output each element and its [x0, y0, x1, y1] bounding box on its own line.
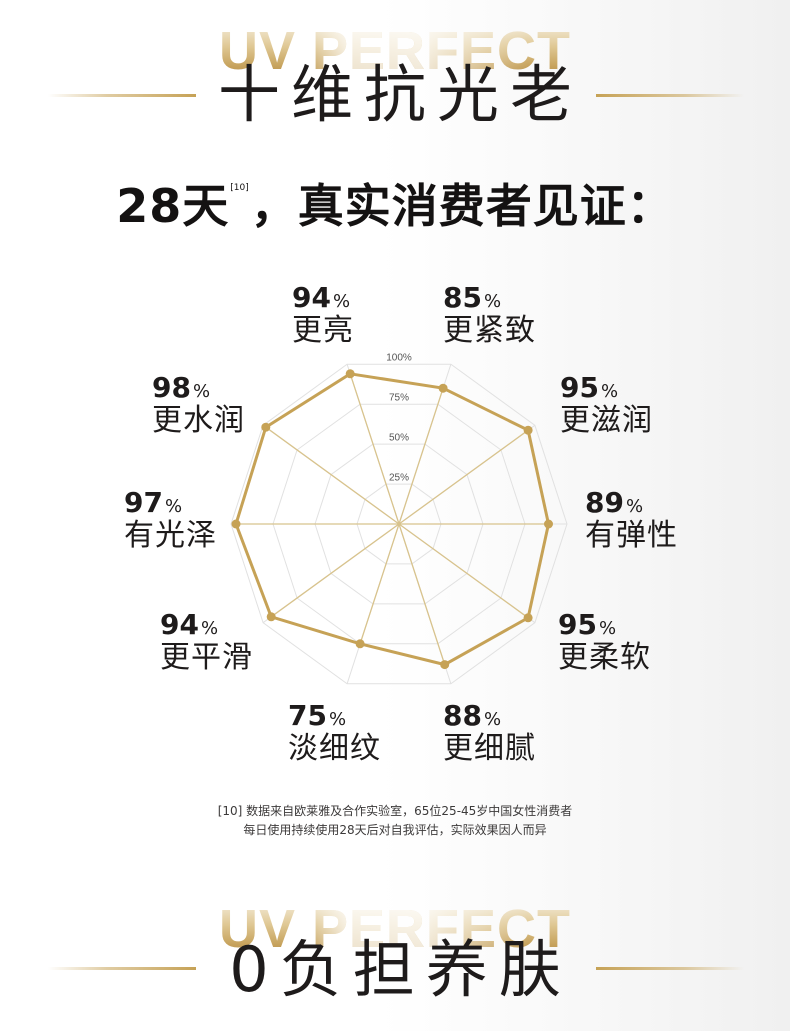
percent-sign: % — [483, 709, 502, 730]
percent-sign: % — [600, 381, 619, 402]
radar-label: 95% 更滋润 — [560, 372, 653, 438]
value-label: 75% — [288, 700, 381, 732]
radar-label: 85% 更紧致 — [443, 282, 536, 348]
value-number: 98 — [152, 371, 191, 404]
radar-label: 95% 更柔软 — [558, 609, 651, 675]
value-spoke — [398, 387, 444, 525]
value-label: 95% — [560, 372, 653, 404]
category-label: 更水润 — [152, 403, 245, 438]
data-point — [261, 422, 271, 432]
data-point — [523, 425, 533, 435]
radar-label: 89% 有弹性 — [585, 487, 678, 553]
data-point — [440, 660, 450, 670]
subtitle-lead: 28天 — [116, 179, 230, 233]
percent-sign: % — [332, 291, 351, 312]
value-number: 85 — [443, 281, 482, 314]
data-point — [345, 369, 355, 379]
value-number: 94 — [292, 281, 331, 314]
next-section-title: 0负担养肤 — [229, 933, 572, 1006]
data-point — [544, 519, 553, 529]
value-label: 85% — [443, 282, 536, 314]
value-label: 94% — [292, 282, 354, 314]
subtitle-rest: ，真实消费者见证： — [250, 179, 674, 233]
value-spoke — [398, 429, 529, 525]
value-spoke — [265, 426, 400, 525]
percent-sign: % — [483, 291, 502, 312]
data-point — [438, 383, 448, 393]
r-tick-label: 75% — [389, 393, 409, 404]
category-label: 有弹性 — [585, 518, 678, 553]
footnote: [10] 数据来自欧莱雅及合作实验室，65位25-45岁中国女性消费者 每日使用… — [0, 802, 790, 840]
value-label: 89% — [585, 487, 678, 519]
gold-divider-right — [596, 967, 744, 970]
r-tick-label: 50% — [389, 433, 409, 444]
value-number: 89 — [585, 486, 624, 519]
radar-label: 88% 更细腻 — [443, 700, 536, 766]
radar-label: 97% 有光泽 — [124, 487, 217, 553]
data-point — [231, 519, 241, 529]
value-number: 94 — [160, 608, 199, 641]
value-spoke — [359, 523, 400, 645]
percent-sign: % — [200, 618, 219, 639]
data-point — [355, 639, 365, 649]
value-label: 94% — [160, 609, 253, 641]
brand-watermark-bottom: UV PERFECT — [0, 902, 790, 956]
percent-sign: % — [625, 496, 644, 517]
category-label: 更亮 — [292, 313, 354, 348]
category-label: 更柔软 — [558, 640, 651, 675]
r-tick-label: 100% — [386, 353, 412, 364]
r-tick-label: 25% — [389, 473, 409, 484]
percent-sign: % — [164, 496, 183, 517]
radar-label: 75% 淡细纹 — [288, 700, 381, 766]
value-number: 95 — [560, 371, 599, 404]
value-label: 95% — [558, 609, 651, 641]
value-spoke — [398, 523, 446, 665]
value-number: 97 — [124, 486, 163, 519]
watermark-text: UV PERFECT — [218, 899, 572, 959]
data-point — [523, 613, 533, 623]
watermark-text: UV PERFECT — [218, 21, 572, 81]
category-label: 有光泽 — [124, 518, 217, 553]
category-label: 更紧致 — [443, 313, 536, 348]
gold-divider-left — [48, 94, 196, 97]
data-point — [266, 612, 276, 622]
percent-sign: % — [598, 618, 617, 639]
footnote-reference: [10] — [230, 183, 249, 193]
subtitle: 28天[10]，真实消费者见证： — [0, 180, 790, 232]
value-number: 75 — [288, 699, 327, 732]
value-label: 98% — [152, 372, 245, 404]
value-number: 88 — [443, 699, 482, 732]
category-label: 更细腻 — [443, 731, 536, 766]
radar-label: 98% 更水润 — [152, 372, 245, 438]
value-label: 88% — [443, 700, 536, 732]
percent-sign: % — [328, 709, 347, 730]
value-spoke — [349, 373, 400, 525]
radar-label: 94% 更平滑 — [160, 609, 253, 675]
value-label: 97% — [124, 487, 217, 519]
footnote-line-2: 每日使用持续使用28天后对自我评估，实际效果因人而异 — [243, 823, 547, 837]
gold-divider-left — [48, 967, 196, 970]
gold-divider-right — [596, 94, 744, 97]
brand-watermark-top: UV PERFECT — [0, 24, 790, 78]
section-title: 十维抗光老 — [217, 58, 583, 131]
category-label: 更滋润 — [560, 403, 653, 438]
category-label: 更平滑 — [160, 640, 253, 675]
value-spoke — [270, 523, 400, 618]
footnote-line-1: [10] 数据来自欧莱雅及合作实验室，65位25-45岁中国女性消费者 — [217, 804, 573, 818]
value-spoke — [398, 523, 529, 619]
category-label: 淡细纹 — [288, 731, 381, 766]
value-number: 95 — [558, 608, 597, 641]
percent-sign: % — [192, 381, 211, 402]
radar-label: 94% 更亮 — [292, 282, 354, 348]
